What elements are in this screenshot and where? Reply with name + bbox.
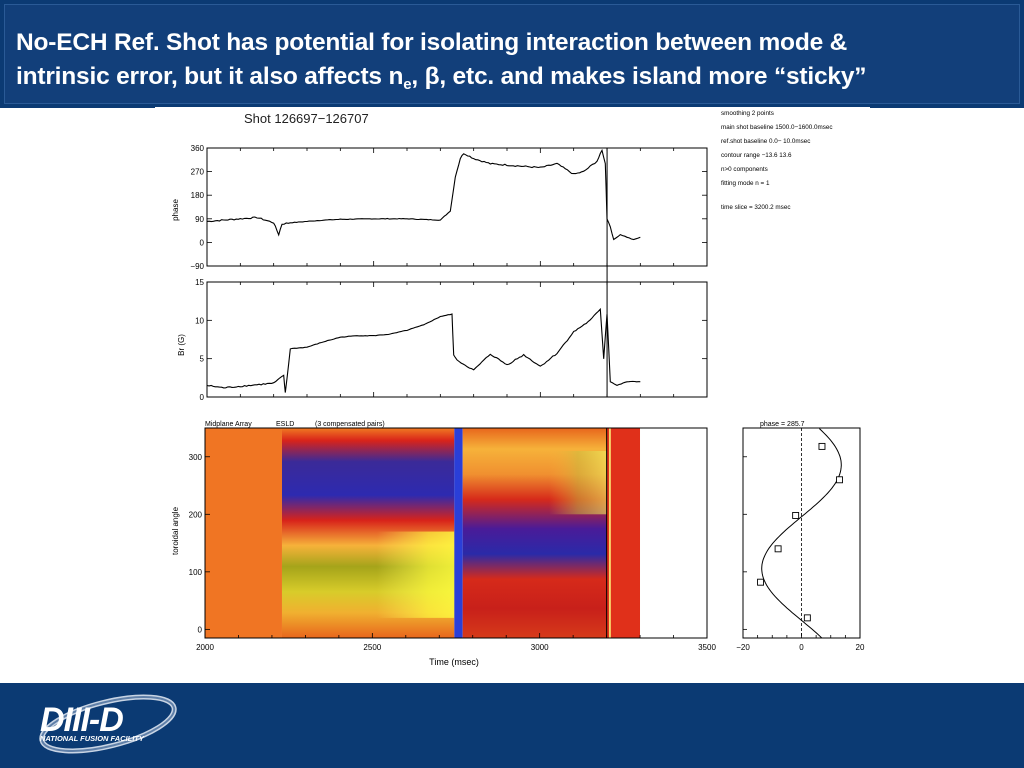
fit-point (803, 614, 811, 622)
y-tick-label: 300 (189, 453, 203, 462)
contour-y-ticks: 0 100 200 300 (189, 453, 210, 634)
y-tick-label: 15 (195, 278, 204, 287)
title-line-2: intrinsic error, but it also affects ne,… (16, 63, 867, 93)
br-ylabel: Br (G) (177, 334, 186, 356)
info-line: smoothing 2 points (721, 110, 774, 117)
phase-panel: −90 0 90 180 270 360 phase (171, 144, 708, 271)
fit-point (792, 512, 800, 519)
y-tick-label: 0 (200, 238, 205, 247)
heatmap-band (205, 428, 282, 638)
y-tick-label: 90 (195, 215, 204, 224)
y-tick-label: 5 (200, 355, 205, 364)
info-line: ref.shot baseline 0.0− 10.0msec (721, 138, 810, 145)
fit-panel: phase = 285.7 −20 0 20 (736, 421, 865, 652)
phase-y-ticks: −90 0 90 180 270 360 (190, 144, 708, 271)
fit-points (757, 442, 843, 622)
y-tick-label: 0 (200, 393, 205, 402)
heatmap-band-shade (205, 428, 282, 638)
fit-point (774, 545, 782, 553)
y-tick-label: 180 (191, 191, 205, 200)
contour-panel: Midplane Array ESLD (3 compensated pairs… (171, 421, 716, 667)
footer-bar (0, 683, 1024, 768)
contour-ylabel: toroidal angle (171, 506, 180, 555)
br-frame (206, 281, 708, 398)
x-tick-label: 20 (856, 643, 865, 652)
figure: Shot 126697−126707 smoothing 2 points mai… (155, 107, 870, 675)
br-y-ticks: 0 5 10 15 (195, 278, 708, 402)
x-tick-label: 3000 (531, 643, 549, 652)
y-tick-label: 0 (198, 625, 203, 634)
phase-ylabel: phase (171, 199, 180, 221)
diii-d-logo: DIII-D NATIONAL FUSION FACILITY (39, 694, 177, 754)
phase-frame (206, 147, 708, 267)
contour-header-array: Midplane Array (205, 421, 252, 428)
contour-frame (204, 427, 708, 639)
x-tick-label: 2500 (363, 643, 381, 652)
fit-label: phase = 285.7 (760, 421, 805, 428)
y-tick-label: 360 (191, 144, 205, 153)
fit-point (818, 442, 826, 450)
x-tick-label: 2000 (196, 643, 214, 652)
phase-series-line (206, 148, 641, 241)
footer-divider (0, 678, 1024, 683)
title-line-2-post: , β, etc. and makes island more “sticky” (411, 63, 867, 90)
heatmap-band (606, 428, 641, 638)
svg-text:NATIONAL FUSION FACILITY: NATIONAL FUSION FACILITY (40, 734, 145, 743)
br-series-line (206, 307, 641, 393)
heatmap-band-highlight (281, 531, 455, 618)
info-line: time slice = 3200.2 msec (721, 204, 790, 211)
br-panel: 0 5 10 15 Br (G) (177, 278, 708, 402)
x-tick-label: 3500 (698, 643, 716, 652)
fit-point (836, 476, 843, 484)
y-tick-label: −90 (190, 262, 204, 271)
info-block: smoothing 2 points main shot baseline 150… (721, 110, 833, 211)
info-line: fitting mode n = 1 (721, 180, 770, 187)
y-tick-label: 200 (189, 510, 203, 519)
contour-xlabel: Time (msec) (429, 657, 479, 667)
contour-x-ticks: 2000 2500 3000 3500 (196, 633, 716, 652)
y-tick-label: 10 (195, 316, 204, 325)
title-bar: No-ECH Ref. Shot has potential for isola… (0, 0, 1024, 108)
slide-title: No-ECH Ref. Shot has potential for isola… (16, 26, 1021, 94)
contour-header-esld: ESLD (276, 421, 294, 428)
contour-header-pairs: (3 compensated pairs) (315, 421, 385, 428)
x-tick-label: −20 (736, 643, 750, 652)
info-line: contour range −13.6 13.6 (721, 152, 792, 159)
y-tick-label: 100 (189, 568, 203, 577)
title-subscript: e (403, 76, 412, 93)
heatmap-bands (205, 428, 707, 638)
heatmap-empty-region (640, 428, 707, 638)
info-line: n>0 components (721, 166, 768, 173)
fit-x-ticks: −20 0 20 (736, 456, 865, 652)
fit-point (757, 578, 764, 586)
y-tick-label: 270 (191, 168, 205, 177)
info-line: main shot baseline 1500.0−1600.0msec (721, 124, 833, 131)
fit-sine-curve (761, 428, 842, 639)
shot-label: Shot 126697−126707 (244, 111, 369, 126)
heatmap-band-highlight (462, 451, 607, 515)
x-tick-label: 0 (799, 643, 804, 652)
title-line-1: No-ECH Ref. Shot has potential for isola… (16, 29, 848, 56)
title-panel: No-ECH Ref. Shot has potential for isola… (4, 4, 1020, 104)
svg-text:DIII-D: DIII-D (40, 701, 123, 739)
heatmap-band (454, 428, 463, 638)
title-line-2-pre: intrinsic error, but it also affects n (16, 63, 404, 90)
